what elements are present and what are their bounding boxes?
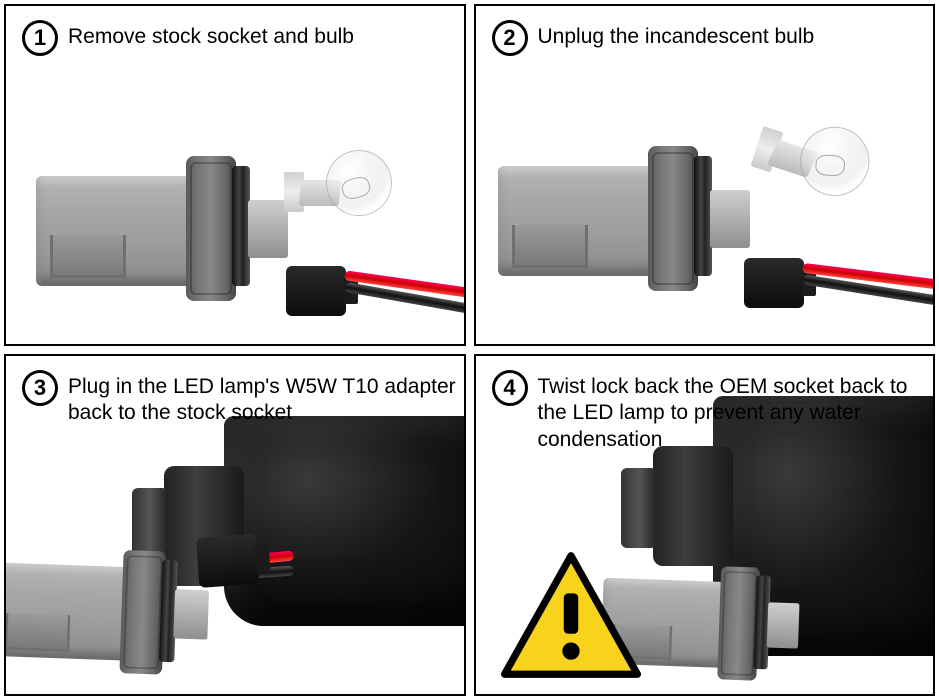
illustration-step-1 [6,6,464,344]
step-number: 1 [34,25,46,51]
step-number-circle: 3 [22,370,58,406]
step-text: Remove stock socket and bulb [68,20,354,50]
step-text: Unplug the incandescent bulb [538,20,815,50]
step-number: 3 [34,375,46,401]
step-number-circle: 2 [492,20,528,56]
step-header: 1 Remove stock socket and bulb [22,20,354,56]
panel-step-1: 1 Remove stock socket and bulb [4,4,466,346]
step-header: 2 Unplug the incandescent bulb [492,20,815,56]
step-text: Plug in the LED lamp's W5W T10 adapter b… [68,370,457,427]
panel-step-3: 3 Plug in the LED lamp's W5W T10 adapter… [4,354,466,696]
warning-icon [496,550,646,680]
step-number: 2 [503,25,515,51]
step-text: Twist lock back the OEM socket back to t… [538,370,927,453]
step-header: 4 Twist lock back the OEM socket back to… [492,370,927,453]
instruction-grid: 1 Remove stock socket and bulb 2 Unplug … [0,0,939,700]
step-header: 3 Plug in the LED lamp's W5W T10 adapter… [22,370,457,427]
panel-step-2: 2 Unplug the incandescent bulb [474,4,936,346]
led-lamp-housing-icon [224,416,466,626]
step-number-circle: 1 [22,20,58,56]
step-number-circle: 4 [492,370,528,406]
step-number: 4 [503,375,515,401]
panel-step-4: 4 Twist lock back the OEM socket back to… [474,354,936,696]
illustration-step-2 [476,6,934,344]
